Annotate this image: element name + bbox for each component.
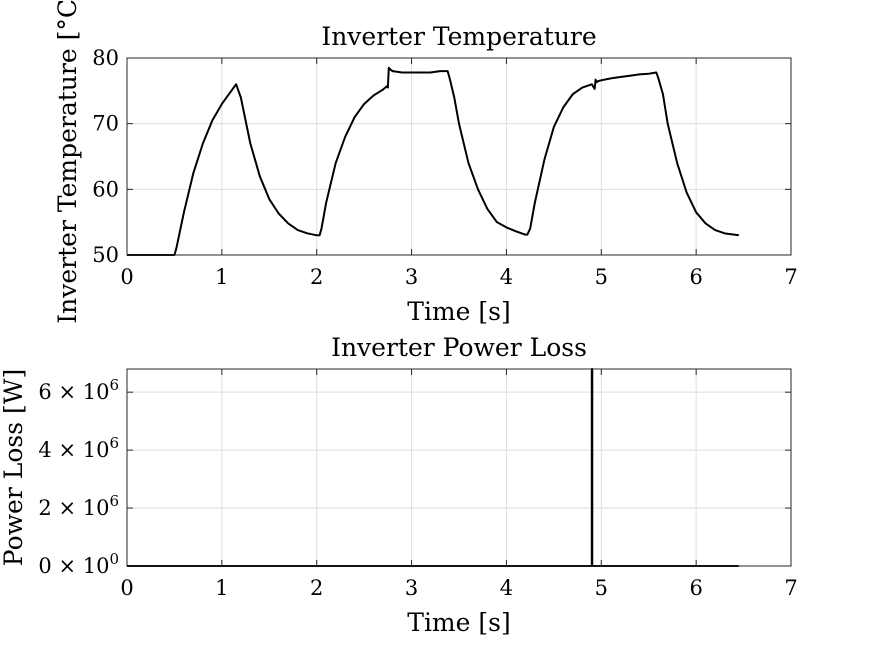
- power-loss-y-tick-mantissa: 0: [38, 554, 51, 578]
- power-loss-x-tick-label: 1: [215, 576, 228, 600]
- power-loss-y-axis-label: Power Loss [W]: [0, 369, 28, 566]
- temperature-axes: 0 1 2 3 4 5 6 7 50 60 70 80 Inverter Temperature Time…: [53, 0, 798, 326]
- power-loss-axes-frame: [126, 368, 792, 567]
- temperature-y-tick-label: 70: [92, 112, 119, 136]
- power-loss-y-tick-label: 4 × 106: [38, 434, 119, 462]
- temperature-x-tick-label: 6: [689, 265, 702, 289]
- power-loss-x-tick-label: 5: [595, 576, 608, 600]
- temperature-y-tick-label: 50: [92, 243, 119, 267]
- temperature-x-tick-label: 4: [500, 265, 513, 289]
- temperature-y-tick-label: 80: [92, 46, 119, 70]
- power-loss-y-tick-mantissa: 2: [38, 496, 51, 520]
- power-loss-x-tick-label: 3: [405, 576, 418, 600]
- power-loss-y-tick-exponent: 6: [109, 376, 119, 394]
- power-loss-x-tick-label: 2: [310, 576, 323, 600]
- temperature-y-axis-label: Inverter Temperature [°C]: [53, 0, 82, 324]
- power-loss-y-tick-times: × 10: [52, 554, 110, 578]
- temperature-chart-title: Inverter Temperature: [321, 22, 596, 51]
- temperature-series-line: [127, 66, 739, 256]
- power-loss-x-tick-label: 4: [500, 576, 513, 600]
- power-loss-x-axis-label: Time [s]: [407, 608, 510, 637]
- power-loss-y-tick-exponent: 0: [109, 550, 119, 568]
- power-loss-series-line: [127, 368, 739, 567]
- temperature-x-tick-label: 1: [215, 265, 228, 289]
- power-loss-y-tick-mantissa: 6: [38, 380, 51, 404]
- temperature-x-tick-label: 2: [310, 265, 323, 289]
- power-loss-y-tick-times: × 10: [52, 496, 110, 520]
- power-loss-y-tick-label: 6 × 106: [38, 376, 119, 404]
- power-loss-y-tick-times: × 10: [52, 380, 110, 404]
- temperature-x-tick-label: 3: [405, 265, 418, 289]
- power-loss-chart-title: Inverter Power Loss: [331, 333, 587, 362]
- temperature-y-tick-label: 60: [92, 177, 119, 201]
- power-loss-x-tick-label: 7: [784, 576, 797, 600]
- power-loss-y-tick-label: 0 × 100: [38, 550, 119, 578]
- temperature-axes-frame: [126, 57, 792, 256]
- power-loss-y-tick-exponent: 6: [109, 434, 119, 452]
- power-loss-y-tick-label: 2 × 106: [38, 492, 119, 520]
- temperature-x-tick-label: 0: [120, 265, 133, 289]
- temperature-x-tick-label: 7: [784, 265, 797, 289]
- power-loss-x-tick-label: 0: [120, 576, 133, 600]
- power-loss-x-tick-label: 6: [689, 576, 702, 600]
- power-loss-y-tick-exponent: 6: [109, 492, 119, 510]
- power-loss-y-tick-mantissa: 4: [38, 438, 51, 462]
- power-loss-y-tick-times: × 10: [52, 438, 110, 462]
- temperature-x-axis-label: Time [s]: [407, 297, 510, 326]
- temperature-x-tick-label: 5: [595, 265, 608, 289]
